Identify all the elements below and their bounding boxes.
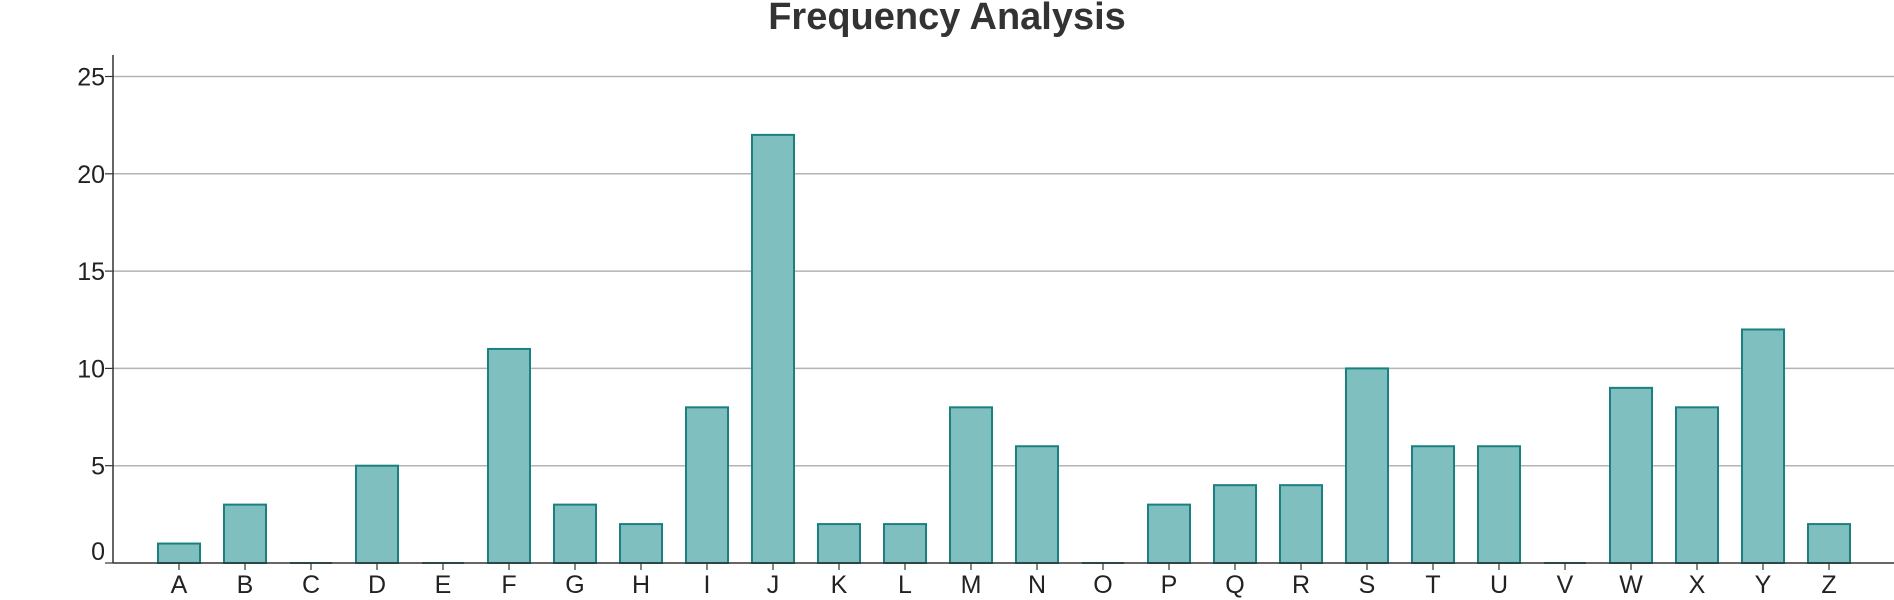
x-tick-label-D: D: [368, 571, 386, 599]
x-tick-label-A: A: [171, 571, 188, 599]
bar-P: [1147, 503, 1191, 564]
y-tick-label-25: 25: [77, 64, 105, 92]
tick-labels: 0 5 10 15 20 25 A B C D E F G H I J K L M N O P Q R S T U V W X Y Z: [77, 64, 1836, 600]
x-tick-label-P: P: [1161, 571, 1178, 599]
bar-H: [619, 523, 663, 565]
grid-lines: [113, 75, 1894, 467]
x-tick-label-F: F: [501, 571, 516, 599]
axes: [105, 55, 1894, 570]
y-tick-label-15: 15: [77, 258, 105, 286]
y-tick-label-0: 0: [91, 538, 105, 566]
bar-J: [751, 133, 795, 564]
bar-A: [157, 542, 201, 564]
x-tick-label-X: X: [1689, 571, 1706, 599]
x-tick-label-K: K: [831, 571, 848, 599]
x-tick-label-B: B: [237, 571, 254, 599]
bar-F: [487, 347, 531, 564]
x-tick-label-R: R: [1292, 571, 1310, 599]
bar-W: [1609, 386, 1653, 564]
x-tick-label-Y: Y: [1755, 571, 1772, 599]
x-tick-label-L: L: [898, 571, 912, 599]
x-tick-label-V: V: [1557, 571, 1574, 599]
bar-I: [685, 406, 729, 564]
x-tick-label-H: H: [632, 571, 650, 599]
x-tick-label-U: U: [1490, 571, 1508, 599]
bar-D: [355, 464, 399, 565]
bar-U: [1477, 445, 1521, 564]
bar-N: [1015, 445, 1059, 564]
x-tick-label-I: I: [704, 571, 711, 599]
bar-T: [1411, 445, 1455, 564]
x-tick-label-O: O: [1093, 571, 1112, 599]
x-tick-label-M: M: [961, 571, 982, 599]
x-tick-label-E: E: [435, 571, 452, 599]
bar-S: [1345, 367, 1389, 564]
x-tick-label-G: G: [565, 571, 584, 599]
bar-L: [883, 523, 927, 565]
bar-Z: [1807, 523, 1851, 565]
x-tick-label-S: S: [1359, 571, 1376, 599]
bar-K: [817, 523, 861, 565]
bar-Q: [1213, 484, 1257, 564]
y-tick-label-10: 10: [77, 355, 105, 383]
x-tick-label-Q: Q: [1225, 571, 1244, 599]
chart-title: Frequency Analysis: [768, 0, 1126, 38]
x-tick-label-Z: Z: [1821, 571, 1836, 599]
x-tick-label-T: T: [1425, 571, 1440, 599]
x-tick-label-N: N: [1028, 571, 1046, 599]
bar-B: [223, 503, 267, 564]
y-tick-label-5: 5: [91, 453, 105, 481]
y-tick-label-20: 20: [77, 161, 105, 189]
bar-G: [553, 503, 597, 564]
bar-M: [949, 406, 993, 564]
x-tick-label-C: C: [302, 571, 320, 599]
x-tick-label-J: J: [767, 571, 780, 599]
x-tick-label-W: W: [1619, 571, 1643, 599]
bar-R: [1279, 484, 1323, 564]
bar-X: [1675, 406, 1719, 564]
bar-Y: [1741, 328, 1785, 565]
bars: [157, 133, 1851, 565]
